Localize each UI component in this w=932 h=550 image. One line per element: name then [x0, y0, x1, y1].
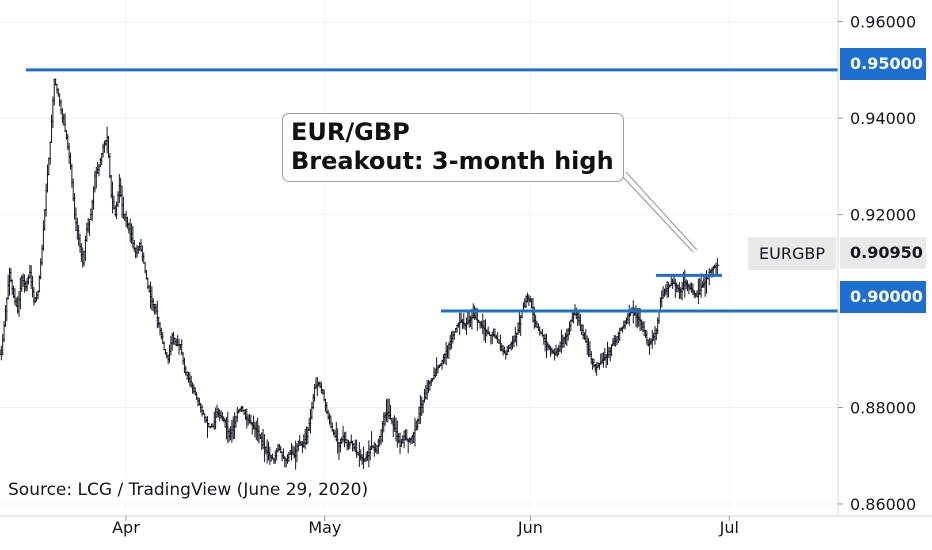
x-tick-label: Jun: [517, 518, 543, 537]
x-tick-label: Jul: [719, 518, 739, 537]
source-caption: Source: LCG / TradingView (June 29, 2020…: [6, 478, 371, 502]
ohlc-bar: [715, 257, 720, 276]
y-tick-label: 0.92000: [850, 206, 916, 225]
annotation-line-2: Breakout: 3-month high: [291, 147, 614, 175]
ohlc-bar: [107, 153, 112, 179]
ohlc-series: [0, 78, 720, 470]
y-tick-label: 0.94000: [850, 109, 916, 128]
x-tick-label: Apr: [112, 518, 140, 537]
annotation-line-1: EUR/GBP: [291, 118, 410, 146]
annotation-pointer: [621, 175, 694, 253]
last-price-box: 0.90950: [840, 237, 926, 269]
y-tick-label: 0.86000: [850, 495, 916, 514]
y-axis: 0.96000 0.94000 0.92000 0.88000 0.86000: [838, 13, 916, 514]
level-lines: [26, 68, 838, 313]
x-axis: Apr May Jun Jul: [112, 516, 739, 537]
ohlc-bar: [162, 341, 167, 351]
y-tick-label: 0.96000: [850, 13, 916, 32]
symbol-label: EURGBP: [748, 237, 836, 270]
annotation-pointer-2: [625, 171, 698, 251]
x-tick-label: May: [308, 518, 341, 537]
level-price-box-090: 0.90000: [840, 281, 926, 313]
y-tick-label: 0.88000: [850, 398, 916, 417]
grid: [0, 0, 838, 516]
annotation-callout[interactable]: EUR/GBP Breakout: 3-month high: [282, 113, 624, 182]
level-price-box-095: 0.95000: [840, 48, 926, 80]
